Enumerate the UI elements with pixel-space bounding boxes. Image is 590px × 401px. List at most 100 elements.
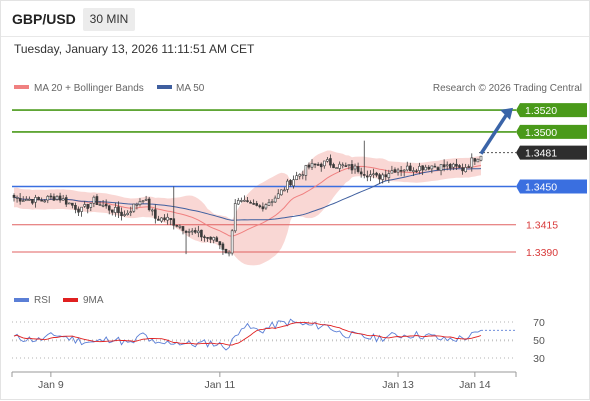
candle — [286, 178, 289, 193]
candle-body — [95, 196, 99, 206]
ma20-line — [13, 165, 482, 237]
candle — [473, 157, 477, 165]
candle — [154, 204, 157, 224]
timeframe-badge[interactable]: 30 MIN — [83, 8, 135, 31]
candle-body — [77, 208, 80, 213]
candle-body — [341, 164, 345, 167]
candle — [215, 235, 219, 242]
candle-body — [221, 243, 225, 250]
candle — [212, 236, 216, 244]
candle-body — [445, 164, 449, 167]
candle — [421, 165, 424, 176]
candle — [267, 198, 271, 207]
candle-body — [267, 202, 271, 206]
candle — [172, 186, 176, 230]
candle-body — [212, 237, 216, 241]
candle — [252, 199, 255, 205]
candle-body — [169, 218, 172, 221]
candle-body — [123, 214, 126, 216]
candle — [120, 207, 123, 221]
candle — [150, 208, 154, 216]
candle — [49, 193, 53, 200]
candle — [399, 166, 403, 177]
candle — [12, 193, 16, 202]
candle-body — [304, 165, 308, 176]
candle — [341, 162, 345, 169]
candle-body — [424, 166, 427, 171]
candle-body — [464, 167, 467, 173]
projection-arrow — [479, 107, 513, 155]
candle — [98, 200, 102, 206]
candle — [224, 248, 228, 254]
candle — [101, 199, 105, 208]
candle — [283, 187, 286, 192]
candle-body — [455, 163, 458, 167]
candle-body — [418, 165, 421, 171]
candle-body — [107, 205, 111, 211]
candle — [409, 162, 412, 172]
candle — [55, 195, 59, 201]
candle — [184, 229, 188, 255]
candle-body — [409, 165, 412, 172]
candle — [157, 215, 160, 221]
candle-body — [230, 230, 234, 254]
candle — [430, 165, 434, 174]
candle-body — [252, 203, 255, 205]
support-label-1-3390: 1.3390 — [526, 247, 558, 259]
candle — [353, 163, 357, 174]
candle-body — [292, 179, 295, 187]
candle-body — [178, 225, 182, 228]
candle-body — [61, 198, 65, 201]
ma20-legend-swatch — [14, 85, 29, 89]
candle-body — [350, 164, 354, 171]
candle-body — [12, 195, 16, 198]
candle-body — [313, 163, 317, 166]
candle-body — [49, 195, 53, 198]
candle-body — [396, 169, 400, 173]
candle-body — [64, 197, 68, 205]
candle-body — [218, 241, 222, 246]
candle — [436, 166, 440, 171]
candle — [329, 154, 332, 168]
candle — [135, 202, 139, 210]
candle — [298, 173, 302, 180]
candle — [301, 170, 305, 180]
currency-pair: GBP/USD — [12, 11, 76, 27]
candle-body — [43, 200, 47, 203]
candle-body — [393, 169, 397, 173]
candle-body — [283, 189, 286, 192]
candle-body — [200, 229, 203, 238]
candle-body — [172, 218, 176, 226]
candle — [132, 203, 136, 213]
candle — [323, 160, 326, 169]
candle-body — [255, 203, 259, 206]
candle — [64, 194, 68, 207]
rsi-tick-label: 30 — [533, 353, 545, 365]
candle — [304, 164, 308, 181]
ma50-line — [13, 168, 482, 221]
candle — [160, 217, 163, 223]
candle — [37, 196, 40, 201]
resistance-label-1-3500: 1.3500 — [525, 127, 557, 139]
candle — [418, 162, 421, 175]
candle — [347, 164, 351, 170]
level-lines — [12, 109, 516, 253]
candle-body — [286, 180, 289, 190]
candle — [181, 226, 185, 235]
candle — [68, 202, 71, 205]
candle-body — [132, 203, 136, 212]
candle — [52, 193, 56, 201]
candle-body — [415, 170, 418, 173]
candle-body — [74, 204, 77, 210]
candle — [445, 161, 449, 171]
candle — [393, 167, 397, 173]
candle-body — [187, 231, 191, 233]
pivot-label-1-3450: 1.3450 — [525, 182, 557, 194]
credit-label: Research © 2026 Trading Central — [433, 83, 582, 94]
candle — [197, 225, 200, 238]
candle — [307, 162, 311, 170]
candle-body — [362, 174, 366, 176]
candle — [236, 197, 240, 205]
candle-body — [433, 165, 437, 168]
candle-body — [347, 164, 351, 166]
